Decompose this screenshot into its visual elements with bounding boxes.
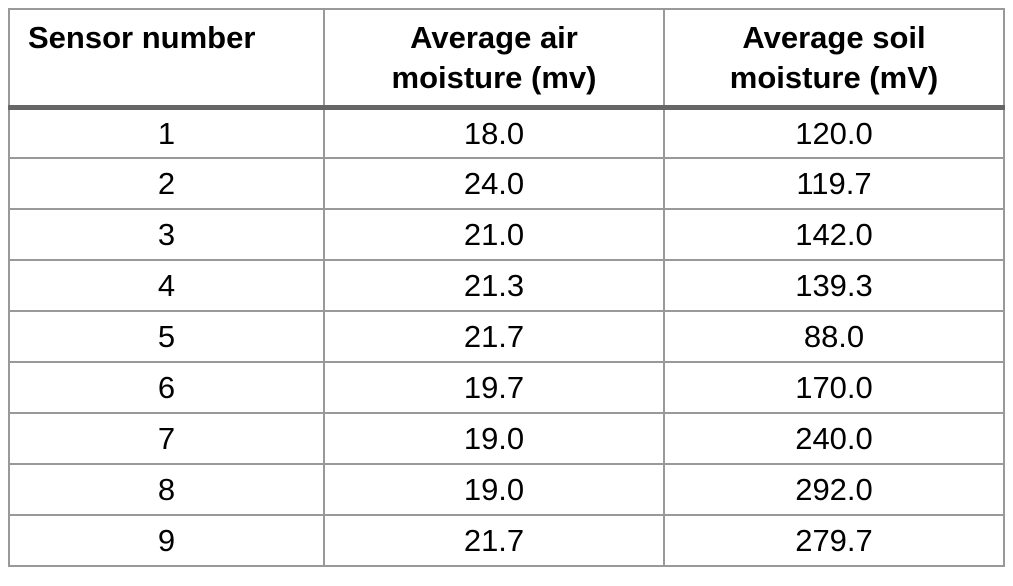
header-average-soil-moisture: Average soil moisture (mV) bbox=[663, 8, 1005, 110]
header-average-air-moisture: Average air moisture (mv) bbox=[323, 8, 665, 110]
cell-soil-moisture: 88.0 bbox=[663, 310, 1005, 363]
cell-soil-moisture: 142.0 bbox=[663, 208, 1005, 261]
table-row: 8 19.0 292.0 bbox=[8, 463, 1005, 516]
cell-sensor-number: 9 bbox=[8, 514, 325, 567]
cell-sensor-number: 2 bbox=[8, 157, 325, 210]
header-air-line1: Average air bbox=[410, 20, 578, 55]
cell-sensor-number: 6 bbox=[8, 361, 325, 414]
cell-sensor-number: 5 bbox=[8, 310, 325, 363]
cell-soil-moisture: 170.0 bbox=[663, 361, 1005, 414]
table-row: 5 21.7 88.0 bbox=[8, 310, 1005, 363]
cell-air-moisture: 19.0 bbox=[323, 412, 665, 465]
cell-air-moisture: 21.0 bbox=[323, 208, 665, 261]
table-row: 1 18.0 120.0 bbox=[8, 106, 1005, 159]
cell-soil-moisture: 119.7 bbox=[663, 157, 1005, 210]
cell-air-moisture: 19.0 bbox=[323, 463, 665, 516]
table-row: 4 21.3 139.3 bbox=[8, 259, 1005, 312]
table-row: 6 19.7 170.0 bbox=[8, 361, 1005, 414]
header-sensor-number-label: Sensor number bbox=[28, 20, 256, 55]
table-row: 3 21.0 142.0 bbox=[8, 208, 1005, 261]
cell-air-moisture: 21.3 bbox=[323, 259, 665, 312]
header-soil-line2: moisture (mV) bbox=[729, 60, 939, 95]
cell-air-moisture: 21.7 bbox=[323, 310, 665, 363]
header-row: Sensor number Average air moisture (mv) … bbox=[8, 8, 1005, 110]
header-sensor-number: Sensor number bbox=[8, 8, 325, 110]
cell-sensor-number: 3 bbox=[8, 208, 325, 261]
cell-sensor-number: 1 bbox=[8, 106, 325, 159]
cell-sensor-number: 8 bbox=[8, 463, 325, 516]
cell-soil-moisture: 279.7 bbox=[663, 514, 1005, 567]
cell-soil-moisture: 139.3 bbox=[663, 259, 1005, 312]
header-air-line2: moisture (mv) bbox=[391, 60, 597, 95]
cell-air-moisture: 19.7 bbox=[323, 361, 665, 414]
sensor-moisture-table: Sensor number Average air moisture (mv) … bbox=[8, 8, 1005, 567]
cell-soil-moisture: 292.0 bbox=[663, 463, 1005, 516]
cell-soil-moisture: 240.0 bbox=[663, 412, 1005, 465]
table-row: 9 21.7 279.7 bbox=[8, 514, 1005, 567]
table-row: 2 24.0 119.7 bbox=[8, 157, 1005, 210]
table-row: 7 19.0 240.0 bbox=[8, 412, 1005, 465]
cell-soil-moisture: 120.0 bbox=[663, 106, 1005, 159]
cell-air-moisture: 18.0 bbox=[323, 106, 665, 159]
cell-air-moisture: 21.7 bbox=[323, 514, 665, 567]
cell-air-moisture: 24.0 bbox=[323, 157, 665, 210]
cell-sensor-number: 4 bbox=[8, 259, 325, 312]
cell-sensor-number: 7 bbox=[8, 412, 325, 465]
header-soil-line1: Average soil bbox=[742, 20, 926, 55]
